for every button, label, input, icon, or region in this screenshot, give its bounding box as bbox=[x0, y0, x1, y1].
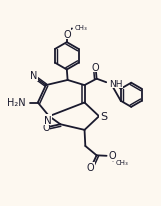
Text: CH₃: CH₃ bbox=[116, 159, 129, 165]
Text: S: S bbox=[100, 112, 107, 122]
Text: NH: NH bbox=[109, 79, 122, 88]
Text: H₂N: H₂N bbox=[7, 98, 25, 108]
Text: CH₃: CH₃ bbox=[75, 25, 87, 31]
Text: O: O bbox=[86, 163, 94, 173]
Text: O: O bbox=[63, 30, 71, 40]
Text: O: O bbox=[42, 123, 50, 132]
Text: CH₃: CH₃ bbox=[108, 80, 120, 86]
Text: O: O bbox=[108, 150, 116, 160]
Text: N: N bbox=[30, 71, 37, 81]
Text: O: O bbox=[92, 62, 100, 72]
Text: N: N bbox=[44, 115, 51, 125]
